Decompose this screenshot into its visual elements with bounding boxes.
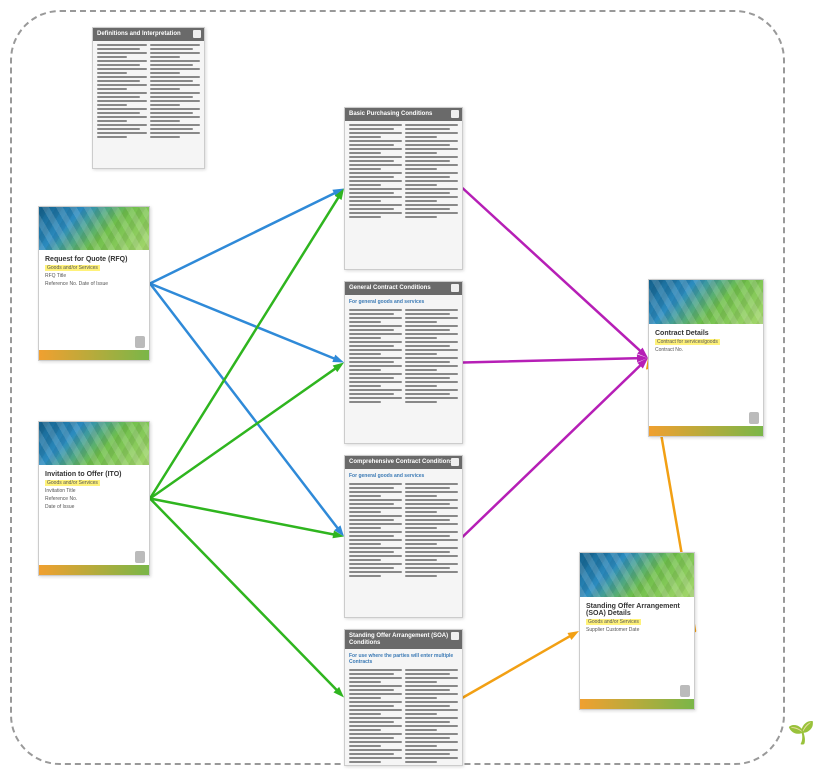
doc-rfq: Request for Quote (RFQ) Goods and/or Serv…	[38, 206, 150, 361]
doc-subtitle: For general goods and services	[345, 297, 462, 305]
doc-soad: Standing Offer Arrangement (SOA) Details…	[579, 552, 695, 710]
doc-field: Invitation Title	[45, 488, 143, 494]
doc-subtitle: For use where the parties will enter mul…	[345, 651, 462, 665]
doc-gcc: General Contract Conditions For general g…	[344, 281, 463, 444]
doc-ito: Invitation to Offer (ITO) Goods and/or Se…	[38, 421, 150, 576]
doc-bpc: Basic Purchasing Conditions	[344, 107, 463, 270]
doc-field: Supplier Customer Date	[586, 627, 688, 633]
doc-title: Invitation to Offer (ITO)	[45, 471, 143, 478]
doc-title: Request for Quote (RFQ)	[45, 256, 143, 263]
doc-soa: Standing Offer Arrangement (SOA) Conditi…	[344, 629, 463, 766]
doc-field: RFQ Title	[45, 273, 143, 279]
doc-title: Definitions and Interpretation	[93, 28, 204, 41]
diagram-root: Definitions and Interpretation Request fo…	[0, 0, 819, 778]
doc-title: Contract Details	[655, 330, 757, 337]
doc-field: Contract No.	[655, 347, 757, 353]
doc-title: Basic Purchasing Conditions	[345, 108, 462, 121]
doc-ccc: Comprehensive Contract Conditions For gen…	[344, 455, 463, 618]
doc-field: Goods and/or Services	[586, 619, 688, 625]
doc-title: General Contract Conditions	[345, 282, 462, 295]
doc-field: Reference No. Date of Issue	[45, 281, 143, 287]
doc-title: Standing Offer Arrangement (SOA) Details	[586, 603, 688, 617]
doc-field: Goods and/or Services	[45, 265, 143, 271]
doc-defs: Definitions and Interpretation	[92, 27, 205, 169]
doc-subtitle: For general goods and services	[345, 471, 462, 479]
doc-field: Contract for services/goods	[655, 339, 757, 345]
doc-field: Reference No.	[45, 496, 143, 502]
doc-field: Date of Issue	[45, 504, 143, 510]
doc-field: Goods and/or Services	[45, 480, 143, 486]
doc-cd: Contract Details Contract for services/go…	[648, 279, 764, 437]
doc-title: Comprehensive Contract Conditions	[345, 456, 462, 469]
plant-icon: 🌱	[788, 720, 815, 746]
doc-title: Standing Offer Arrangement (SOA) Conditi…	[345, 630, 462, 649]
